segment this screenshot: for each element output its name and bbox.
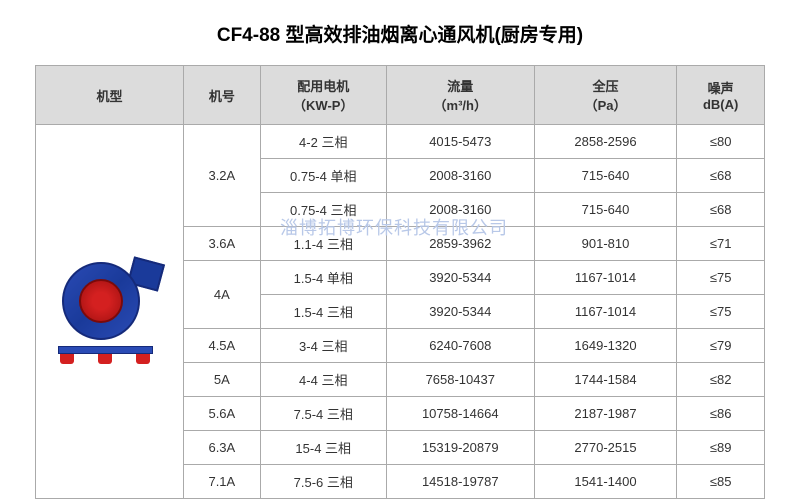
header-pressure: 全压 （Pa） [534, 66, 677, 125]
cell-motor: 1.5-4 单相 [260, 261, 386, 295]
cell-flow: 7658-10437 [386, 363, 534, 397]
cell-noise: ≤80 [677, 125, 765, 159]
cell-pressure: 2187-1987 [534, 397, 677, 431]
cell-pressure: 2858-2596 [534, 125, 677, 159]
cell-flow: 15319-20879 [386, 431, 534, 465]
cell-noise: ≤75 [677, 261, 765, 295]
cell-pressure: 1744-1584 [534, 363, 677, 397]
cell-pressure: 1167-1014 [534, 261, 677, 295]
cell-noise: ≤89 [677, 431, 765, 465]
cell-pressure: 1167-1014 [534, 295, 677, 329]
cell-noise: ≤75 [677, 295, 765, 329]
cell-motor: 0.75-4 三相 [260, 193, 386, 227]
cell-flow: 3920-5344 [386, 295, 534, 329]
cell-no: 5A [183, 363, 260, 397]
cell-flow: 3920-5344 [386, 261, 534, 295]
header-flow: 流量 （m³/h） [386, 66, 534, 125]
cell-no: 3.6A [183, 227, 260, 261]
cell-flow: 14518-19787 [386, 465, 534, 499]
header-motor: 配用电机 （KW-P） [260, 66, 386, 125]
spec-table: 机型 机号 配用电机 （KW-P） 流量 （m³/h） 全压 （Pa） 噪声 d… [35, 65, 765, 499]
cell-noise: ≤68 [677, 159, 765, 193]
cell-no: 4A [183, 261, 260, 329]
cell-motor: 1.1-4 三相 [260, 227, 386, 261]
cell-motor: 7.5-6 三相 [260, 465, 386, 499]
cell-flow: 2008-3160 [386, 193, 534, 227]
cell-motor: 4-4 三相 [260, 363, 386, 397]
cell-no: 3.2A [183, 125, 260, 227]
cell-pressure: 2770-2515 [534, 431, 677, 465]
cell-motor: 3-4 三相 [260, 329, 386, 363]
cell-motor: 7.5-4 三相 [260, 397, 386, 431]
cell-motor: 15-4 三相 [260, 431, 386, 465]
cell-noise: ≤85 [677, 465, 765, 499]
cell-noise: ≤86 [677, 397, 765, 431]
cell-motor: 1.5-4 三相 [260, 295, 386, 329]
cell-motor: 4-2 三相 [260, 125, 386, 159]
cell-flow: 2859-3962 [386, 227, 534, 261]
header-noise: 噪声 dB(A) [677, 66, 765, 125]
cell-pressure: 715-640 [534, 159, 677, 193]
cell-flow: 4015-5473 [386, 125, 534, 159]
spec-table-wrap: 机型 机号 配用电机 （KW-P） 流量 （m³/h） 全压 （Pa） 噪声 d… [35, 65, 765, 499]
cell-pressure: 1649-1320 [534, 329, 677, 363]
cell-flow: 2008-3160 [386, 159, 534, 193]
cell-noise: ≤79 [677, 329, 765, 363]
cell-flow: 6240-7608 [386, 329, 534, 363]
cell-noise: ≤82 [677, 363, 765, 397]
page-title: CF4-88 型高效排油烟离心通风机(厨房专用) [35, 20, 765, 47]
header-no: 机号 [183, 66, 260, 125]
cell-pressure: 901-810 [534, 227, 677, 261]
cell-noise: ≤68 [677, 193, 765, 227]
cell-flow: 10758-14664 [386, 397, 534, 431]
cell-pressure: 1541-1400 [534, 465, 677, 499]
cell-noise: ≤71 [677, 227, 765, 261]
table-row: 3.2A4-2 三相4015-54732858-2596≤80 [36, 125, 765, 159]
cell-no: 5.6A [183, 397, 260, 431]
cell-no: 7.1A [183, 465, 260, 499]
cell-motor: 0.75-4 单相 [260, 159, 386, 193]
cell-pressure: 715-640 [534, 193, 677, 227]
cell-no: 6.3A [183, 431, 260, 465]
fan-image [54, 252, 164, 372]
header-model: 机型 [36, 66, 184, 125]
model-cell [36, 125, 184, 499]
cell-no: 4.5A [183, 329, 260, 363]
